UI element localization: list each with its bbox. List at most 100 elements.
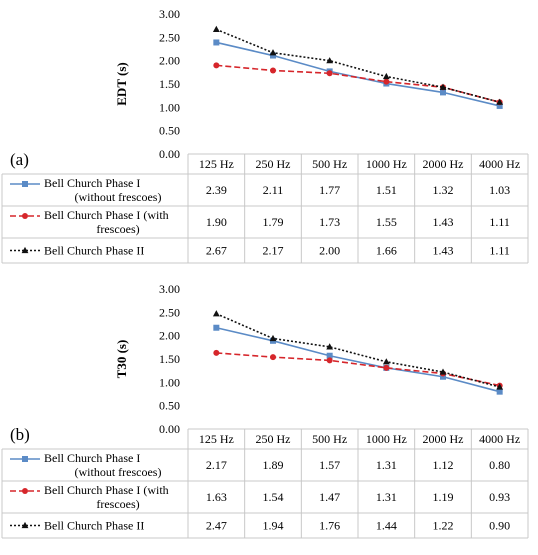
y-tick-label: 0.00: [159, 422, 180, 436]
data-table-value: 1.47: [319, 490, 340, 504]
y-tick-label: 1.00: [159, 375, 180, 389]
data-table-value: 0.93: [489, 490, 510, 504]
legend-label: (without frescoes): [75, 190, 162, 204]
y-tick-label: 2.00: [159, 54, 180, 68]
data-table-value: 0.90: [489, 519, 510, 533]
panel-label: (b): [10, 425, 30, 444]
data-point: [213, 324, 220, 331]
data-table-value: 1.31: [376, 490, 397, 504]
data-table-value: 2.47: [206, 519, 227, 533]
data-point: [382, 358, 390, 365]
data-point: [440, 373, 446, 380]
y-tick-label: 3.00: [159, 282, 180, 296]
x-tick-label: 125 Hz: [199, 432, 234, 446]
data-point: [326, 343, 334, 350]
panel-label: (a): [10, 150, 29, 169]
y-tick-label: 1.50: [159, 77, 180, 91]
data-point: [496, 388, 503, 395]
data-table-value: 1.11: [489, 215, 510, 229]
y-tick-label: 2.50: [159, 30, 180, 44]
data-point: [270, 52, 276, 59]
data-table-value: 1.89: [263, 458, 284, 472]
x-tick-label: 2000 Hz: [423, 157, 464, 171]
data-point: [213, 349, 220, 356]
data-point: [383, 364, 390, 371]
data-point: [270, 67, 276, 74]
data-point: [212, 25, 220, 32]
data-table-value: 1.11: [489, 244, 510, 258]
data-table-value: 2.00: [319, 244, 340, 258]
data-point: [326, 352, 333, 359]
data-point: [212, 310, 220, 317]
y-tick-label: 1.00: [159, 100, 180, 114]
data-point: [382, 72, 390, 80]
legend-marker: [22, 181, 28, 187]
series-line: [216, 326, 500, 393]
legend-label: Bell Church Phase I: [44, 451, 140, 465]
series-line: [216, 64, 500, 103]
data-point: [326, 57, 334, 64]
data-point: [496, 102, 503, 109]
x-tick-label: 500 Hz: [312, 432, 347, 446]
data-table-value: 1.03: [489, 183, 510, 197]
legend-label: Bell Church Phase I (with: [44, 208, 169, 222]
edt-chart: 0.00 0.50 1.00 1.50 2.00 2.50 3.00 EDT (s) (a) 12…: [1, 7, 529, 264]
x-tick-label: 250 Hz: [256, 157, 291, 171]
data-point: [439, 368, 447, 375]
data-point: [326, 357, 333, 364]
data-table-value: 1.54: [263, 490, 284, 504]
data-table-grid: [1, 153, 529, 264]
data-table-value: 1.19: [433, 490, 454, 504]
x-tick-label: 2000 Hz: [423, 432, 464, 446]
data-table-value: 1.44: [376, 519, 397, 533]
data-table-value: 2.17: [263, 244, 284, 258]
x-tick-label: 4000 Hz: [479, 157, 520, 171]
y-tick-label: 2.00: [159, 329, 180, 343]
data-table-value: 2.39: [206, 183, 227, 197]
data-point: [496, 98, 504, 105]
y-tick-label: 3.00: [159, 7, 180, 21]
x-tick-label: 1000 Hz: [366, 157, 407, 171]
series-line: [216, 28, 500, 103]
legend-label: Bell Church Phase II: [44, 244, 144, 258]
y-axis-label: EDT (s): [114, 62, 129, 105]
t30-chart-panel: 0.00 0.50 1.00 1.50 2.00 2.50 3.00 T30 (s) (b) 12…: [0, 275, 538, 550]
series-line: [216, 352, 500, 387]
data-table-value: 1.51: [376, 183, 397, 197]
data-table-value: 1.66: [376, 244, 397, 258]
legend-marker: [22, 488, 28, 494]
data-table-value: 1.55: [376, 215, 397, 229]
legend-label: Bell Church Phase I (with: [44, 483, 169, 497]
y-tick-label: 2.50: [159, 305, 180, 319]
data-table-value: 1.90: [206, 215, 227, 229]
data-point: [213, 62, 220, 69]
data-table-value: 1.77: [319, 183, 340, 197]
legend-label: Bell Church Phase II: [44, 519, 144, 533]
data-table-grid: [1, 428, 529, 539]
data-point: [269, 334, 277, 342]
data-table-value: 1.22: [433, 519, 454, 533]
data-table-value: 1.43: [433, 244, 454, 258]
data-table-value: 2.67: [206, 244, 227, 258]
series-line: [216, 41, 500, 107]
data-point: [439, 83, 447, 90]
data-point: [440, 89, 446, 96]
legend-label: frescoes): [96, 222, 139, 236]
y-tick-label: 0.50: [159, 399, 180, 413]
x-tick-label: 4000 Hz: [479, 432, 520, 446]
data-point: [496, 383, 504, 390]
data-table-value: 1.63: [206, 490, 227, 504]
data-table-value: 1.43: [433, 215, 454, 229]
legend-marker: [21, 521, 29, 529]
series-line: [216, 313, 500, 388]
y-axis-label: T30 (s): [114, 340, 129, 379]
x-tick-label: 250 Hz: [256, 432, 291, 446]
data-point: [213, 39, 220, 46]
data-table-value: 1.31: [376, 458, 397, 472]
data-table-value: 1.73: [319, 215, 340, 229]
data-table-value: 1.79: [263, 215, 284, 229]
data-point: [270, 354, 276, 361]
y-tick-label: 0.50: [159, 124, 180, 138]
x-tick-label: 1000 Hz: [366, 432, 407, 446]
data-table-value: 0.80: [489, 458, 510, 472]
